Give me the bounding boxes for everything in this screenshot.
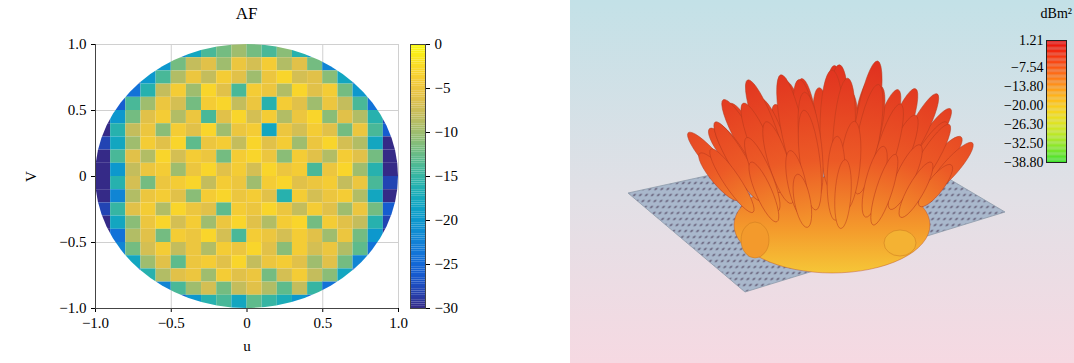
svg-text:0: 0	[243, 315, 251, 331]
svg-text:−20.00: −20.00	[1004, 98, 1043, 113]
svg-text:−20: −20	[435, 212, 458, 228]
svg-text:−30: −30	[435, 300, 458, 316]
svg-text:−15: −15	[435, 168, 458, 184]
svg-text:−32.50: −32.50	[1004, 136, 1043, 151]
svg-text:V: V	[23, 171, 39, 182]
svg-text:1.21: 1.21	[1019, 33, 1044, 48]
svg-text:u: u	[243, 338, 251, 354]
svg-text:−0.5: −0.5	[158, 315, 185, 331]
svg-text:1.0: 1.0	[389, 315, 408, 331]
svg-text:0: 0	[435, 36, 443, 52]
svg-text:−1.0: −1.0	[59, 300, 86, 316]
svg-text:−13.80: −13.80	[1004, 79, 1043, 94]
svg-text:−0.5: −0.5	[59, 234, 86, 250]
svg-text:0: 0	[79, 168, 87, 184]
svg-text:−38.80: −38.80	[1004, 155, 1043, 170]
html-text:dBm²: dBm²	[1040, 6, 1072, 21]
svg-text:−26.30: −26.30	[1004, 117, 1043, 132]
svg-text:−5: −5	[435, 80, 451, 96]
svg-text:1.0: 1.0	[68, 36, 87, 52]
svg-text:−1.0: −1.0	[82, 315, 109, 331]
svg-text:0.5: 0.5	[313, 315, 332, 331]
html-text:AF: AF	[235, 4, 258, 23]
svg-text:0.5: 0.5	[68, 102, 87, 118]
svg-text:−10: −10	[435, 124, 458, 140]
svg-text:−25: −25	[435, 256, 458, 272]
svg-text:−7.54: −7.54	[1011, 60, 1043, 75]
